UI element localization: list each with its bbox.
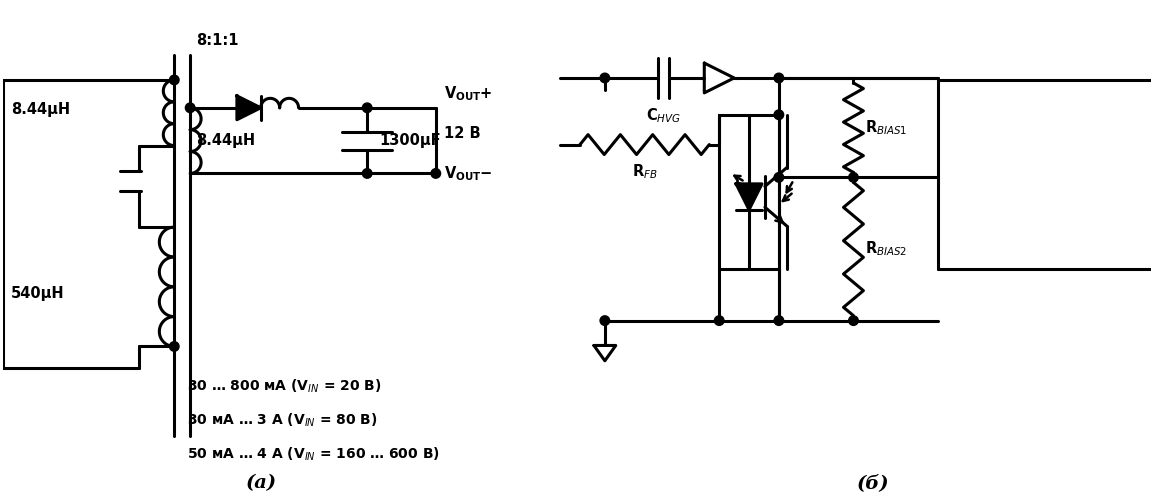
Circle shape xyxy=(170,75,179,85)
Bar xyxy=(719,115,779,269)
Polygon shape xyxy=(237,96,261,120)
Circle shape xyxy=(774,110,784,120)
Text: 8.44μH: 8.44μH xyxy=(12,102,70,117)
Circle shape xyxy=(362,169,372,178)
Circle shape xyxy=(430,169,441,178)
Text: R$_{BIAS2}$: R$_{BIAS2}$ xyxy=(866,240,908,258)
Circle shape xyxy=(170,342,179,351)
Text: (б): (б) xyxy=(857,474,890,492)
Text: 30 … 800 мA (V$_{IN}$ = 20 B): 30 … 800 мA (V$_{IN}$ = 20 B) xyxy=(187,378,382,395)
Circle shape xyxy=(186,103,195,113)
Circle shape xyxy=(848,316,859,325)
Text: 30 мA … 3 A (V$_{IN}$ = 80 B): 30 мA … 3 A (V$_{IN}$ = 80 B) xyxy=(187,411,377,429)
Text: 8:1:1: 8:1:1 xyxy=(196,33,239,48)
Circle shape xyxy=(848,173,859,182)
Polygon shape xyxy=(736,184,762,210)
Text: V$_{\mathbf{OUT}}$−: V$_{\mathbf{OUT}}$− xyxy=(444,164,493,183)
Text: 8.44μH: 8.44μH xyxy=(196,133,255,148)
Text: 1300μF: 1300μF xyxy=(380,133,441,148)
Text: C$_{HVG}$: C$_{HVG}$ xyxy=(646,106,681,125)
Circle shape xyxy=(600,316,609,325)
Text: 50 мA … 4 A (V$_{IN}$ = 160 … 600 B): 50 мA … 4 A (V$_{IN}$ = 160 … 600 B) xyxy=(187,445,440,463)
Text: (а): (а) xyxy=(246,474,277,492)
Circle shape xyxy=(714,316,724,325)
Circle shape xyxy=(774,173,784,182)
Text: R$_{FB}$: R$_{FB}$ xyxy=(631,163,658,181)
Text: 12 В: 12 В xyxy=(444,126,480,141)
Circle shape xyxy=(774,73,784,83)
Text: R$_{BIAS1}$: R$_{BIAS1}$ xyxy=(866,118,908,137)
Text: V$_{\mathbf{OUT}}$+: V$_{\mathbf{OUT}}$+ xyxy=(444,84,493,103)
Circle shape xyxy=(600,73,609,83)
Text: 540μH: 540μH xyxy=(12,286,65,301)
Circle shape xyxy=(362,103,372,113)
Circle shape xyxy=(774,316,784,325)
